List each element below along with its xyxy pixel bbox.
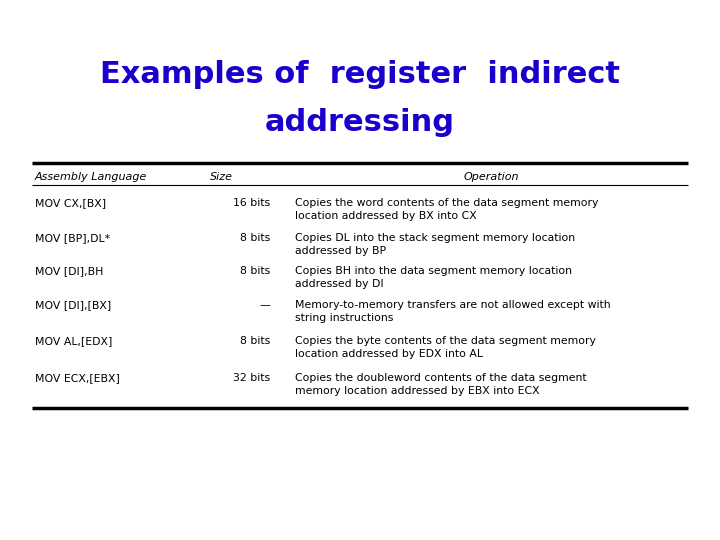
Text: —: — bbox=[259, 300, 270, 310]
Text: MOV [DI],[BX]: MOV [DI],[BX] bbox=[35, 300, 112, 310]
Text: Copies the byte contents of the data segment memory
location addressed by EDX in: Copies the byte contents of the data seg… bbox=[295, 336, 596, 359]
Text: MOV AL,[EDX]: MOV AL,[EDX] bbox=[35, 336, 112, 346]
Text: Memory-to-memory transfers are not allowed except with
string instructions: Memory-to-memory transfers are not allow… bbox=[295, 300, 611, 323]
Text: 32 bits: 32 bits bbox=[233, 373, 270, 383]
Text: MOV [DI],BH: MOV [DI],BH bbox=[35, 266, 104, 276]
Text: Operation: Operation bbox=[464, 172, 519, 182]
Text: 8 bits: 8 bits bbox=[240, 336, 270, 346]
Text: 16 bits: 16 bits bbox=[233, 198, 270, 208]
Text: Examples of  register  indirect: Examples of register indirect bbox=[100, 60, 620, 89]
Text: MOV CX,[BX]: MOV CX,[BX] bbox=[35, 198, 106, 208]
Text: Copies DL into the stack segment memory location
addressed by BP: Copies DL into the stack segment memory … bbox=[295, 233, 575, 256]
Text: 8 bits: 8 bits bbox=[240, 266, 270, 276]
Text: addressing: addressing bbox=[265, 108, 455, 137]
Text: Assembly Language: Assembly Language bbox=[35, 172, 148, 182]
Text: Copies the doubleword contents of the data segment
memory location addressed by : Copies the doubleword contents of the da… bbox=[295, 373, 587, 396]
Text: Size: Size bbox=[210, 172, 233, 182]
Text: MOV ECX,[EBX]: MOV ECX,[EBX] bbox=[35, 373, 120, 383]
Text: Copies BH into the data segment memory location
addressed by DI: Copies BH into the data segment memory l… bbox=[295, 266, 572, 289]
Text: MOV [BP],DL*: MOV [BP],DL* bbox=[35, 233, 110, 243]
Text: 8 bits: 8 bits bbox=[240, 233, 270, 243]
Text: Copies the word contents of the data segment memory
location addressed by BX int: Copies the word contents of the data seg… bbox=[295, 198, 598, 221]
